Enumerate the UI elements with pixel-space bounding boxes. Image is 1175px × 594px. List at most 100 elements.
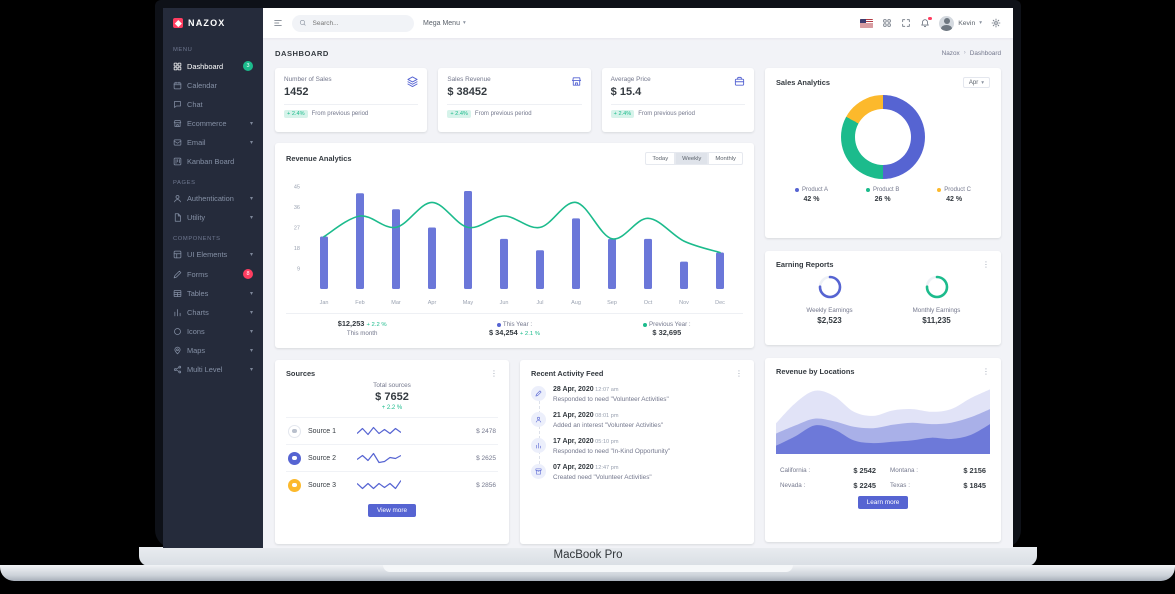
earning-label: Weekly Earnings bbox=[806, 307, 853, 314]
search-input[interactable] bbox=[310, 18, 407, 28]
language-flag-icon[interactable] bbox=[860, 18, 874, 28]
range-button-today[interactable]: Today bbox=[645, 152, 676, 165]
briefcase-icon bbox=[734, 76, 745, 87]
legend-label: Product A bbox=[801, 187, 828, 193]
prev-year-value: $ 32,695 bbox=[652, 328, 682, 337]
total-sources-delta: + 2.2 % bbox=[381, 405, 403, 411]
sidebar-item-calendar[interactable]: Calendar bbox=[163, 76, 263, 95]
activity-time: 05:10 pm bbox=[593, 439, 619, 445]
stat-card-number-of-sales: Number of Sales 1452 + 2.4% From previous p… bbox=[275, 68, 428, 132]
sidebar-item-email[interactable]: Email ▾ bbox=[163, 133, 263, 152]
apps-grid-icon[interactable] bbox=[882, 18, 892, 28]
chevron-down-icon: ▾ bbox=[249, 367, 253, 373]
pencil-icon bbox=[531, 386, 546, 401]
sidebar-item-utility[interactable]: Utility ▾ bbox=[163, 208, 263, 227]
svg-text:Jul: Jul bbox=[536, 300, 543, 306]
sidebar-item-label: Multi Level bbox=[187, 365, 223, 374]
kebab-menu-icon[interactable]: ⋮ bbox=[490, 368, 498, 378]
user-menu[interactable]: Kevin ▾ bbox=[939, 15, 982, 31]
sidebar-item-ecommerce[interactable]: Ecommerce ▾ bbox=[163, 114, 263, 133]
activity-item: 07 Apr, 2020 12:47 pm Created need "Volun… bbox=[531, 464, 743, 481]
sidebar-item-multi-level[interactable]: Multi Level ▾ bbox=[163, 360, 263, 379]
macbook-bezel: NAZOX MENU Dashboard 3 Calendar Chat Ecommerc… bbox=[155, 0, 1021, 548]
sidebar-item-chat[interactable]: Chat bbox=[163, 95, 263, 114]
svg-text:Feb: Feb bbox=[355, 300, 364, 306]
location-stat-california: California : $ 2542 bbox=[780, 466, 876, 475]
sidebar-item-label: Email bbox=[187, 138, 206, 147]
sidebar-section-label: MENU bbox=[173, 47, 193, 53]
month-select[interactable]: Apr ▾ bbox=[962, 77, 990, 88]
mega-menu-button[interactable]: Mega Menu ▾ bbox=[423, 20, 466, 27]
notifications-bell-icon[interactable] bbox=[920, 16, 932, 28]
location-name: Montana : bbox=[890, 467, 919, 474]
stat-card-note: From previous period bbox=[474, 111, 532, 117]
location-value: $ 1845 bbox=[963, 481, 986, 490]
year-delta: + 2.1 % bbox=[519, 331, 540, 337]
stat-cards-row: Number of Sales 1452 + 2.4% From previous p… bbox=[275, 68, 754, 132]
sidebar-item-label: Kanban Board bbox=[187, 157, 235, 166]
sidebar-item-maps[interactable]: Maps ▾ bbox=[163, 341, 263, 360]
total-sources-value: $ 7652 bbox=[375, 391, 409, 403]
location-stat-nevada: Nevada : $ 2245 bbox=[780, 481, 876, 490]
device-label: MacBook Pro bbox=[553, 549, 623, 561]
month-select-value: Apr bbox=[968, 79, 979, 86]
stat-card-value: $ 15.4 bbox=[610, 86, 642, 98]
logo[interactable]: NAZOX bbox=[163, 8, 263, 38]
source-name: Source 2 bbox=[308, 454, 337, 462]
learn-more-button[interactable]: Learn more bbox=[857, 496, 909, 509]
settings-gear-icon[interactable] bbox=[991, 18, 1001, 28]
location-value: $ 2156 bbox=[963, 466, 986, 475]
sidebar-item-ui-elements[interactable]: UI Elements ▾ bbox=[163, 245, 263, 264]
svg-text:27: 27 bbox=[294, 225, 300, 231]
sidebar-item-dashboard[interactable]: Dashboard 3 bbox=[163, 56, 263, 76]
sidebar-item-kanban-board[interactable]: Kanban Board bbox=[163, 152, 263, 171]
kebab-menu-icon[interactable]: ⋮ bbox=[735, 368, 743, 378]
store-icon bbox=[571, 76, 582, 87]
activity-date: 17 Apr, 2020 bbox=[553, 438, 594, 445]
sidebar-item-charts[interactable]: Charts ▾ bbox=[163, 303, 263, 322]
sidebar-badge: 3 bbox=[243, 61, 253, 71]
sidebar-item-label: Tables bbox=[187, 289, 209, 298]
bar-chart-icon bbox=[173, 308, 182, 317]
activity-text: Responded to need "In-Kind Opportunity" bbox=[553, 447, 671, 455]
kebab-menu-icon[interactable]: ⋮ bbox=[982, 366, 990, 376]
topbar: Mega Menu ▾ Kevin ▾ bbox=[263, 8, 1013, 38]
fullscreen-icon[interactable] bbox=[901, 18, 911, 28]
card-title: Earning Reports bbox=[776, 260, 834, 269]
sidebar-item-icons[interactable]: Icons ▾ bbox=[163, 322, 263, 341]
box-icon bbox=[531, 464, 546, 479]
menu-toggle-icon[interactable] bbox=[273, 18, 283, 28]
breadcrumb-separator: › bbox=[963, 50, 966, 56]
chevron-down-icon: ▾ bbox=[462, 20, 466, 26]
breadcrumb-item: Dashboard bbox=[969, 49, 1001, 57]
sidebar: NAZOX MENU Dashboard 3 Calendar Chat Ecommerc… bbox=[163, 8, 263, 548]
chevron-down-icon: ▾ bbox=[249, 121, 253, 127]
chevron-down-icon: ▾ bbox=[249, 140, 253, 146]
prev-year-label: Previous Year : bbox=[649, 321, 691, 328]
legend-item-product-c: Product C 42 % bbox=[937, 187, 971, 203]
donut-legend: Product A 42 % Product B 26 % Product C 42 % bbox=[776, 187, 990, 203]
stat-card-note: From previous period bbox=[638, 111, 695, 117]
sidebar-item-label: Maps bbox=[187, 346, 206, 355]
sidebar-item-forms[interactable]: Forms 8 bbox=[163, 264, 263, 284]
circle-icon bbox=[173, 327, 182, 336]
legend-percent: 42 % bbox=[946, 196, 963, 203]
chevron-down-icon: ▾ bbox=[249, 329, 253, 335]
sidebar-item-label: Chat bbox=[187, 100, 203, 109]
source-icon bbox=[288, 478, 301, 492]
range-button-weekly[interactable]: Weekly bbox=[675, 152, 709, 165]
svg-text:May: May bbox=[463, 300, 474, 306]
activity-date: 07 Apr, 2020 bbox=[553, 464, 594, 471]
sidebar-item-authentication[interactable]: Authentication ▾ bbox=[163, 189, 263, 208]
revenue-analytics-card: Revenue Analytics Today Weekly Monthly 9 18… bbox=[275, 143, 754, 348]
kebab-menu-icon[interactable]: ⋮ bbox=[982, 259, 990, 269]
range-button-monthly[interactable]: Monthly bbox=[708, 152, 743, 165]
sidebar-item-tables[interactable]: Tables ▾ bbox=[163, 284, 263, 303]
macbook-base bbox=[0, 565, 1175, 581]
sales-donut-chart bbox=[841, 95, 925, 179]
view-more-button[interactable]: View more bbox=[367, 504, 417, 517]
search-box[interactable] bbox=[292, 14, 414, 32]
source-row-source-1: Source 1 $ 2478 bbox=[286, 417, 498, 444]
breadcrumb-item[interactable]: Nazox bbox=[941, 49, 960, 57]
chevron-down-icon: ▾ bbox=[249, 348, 253, 354]
